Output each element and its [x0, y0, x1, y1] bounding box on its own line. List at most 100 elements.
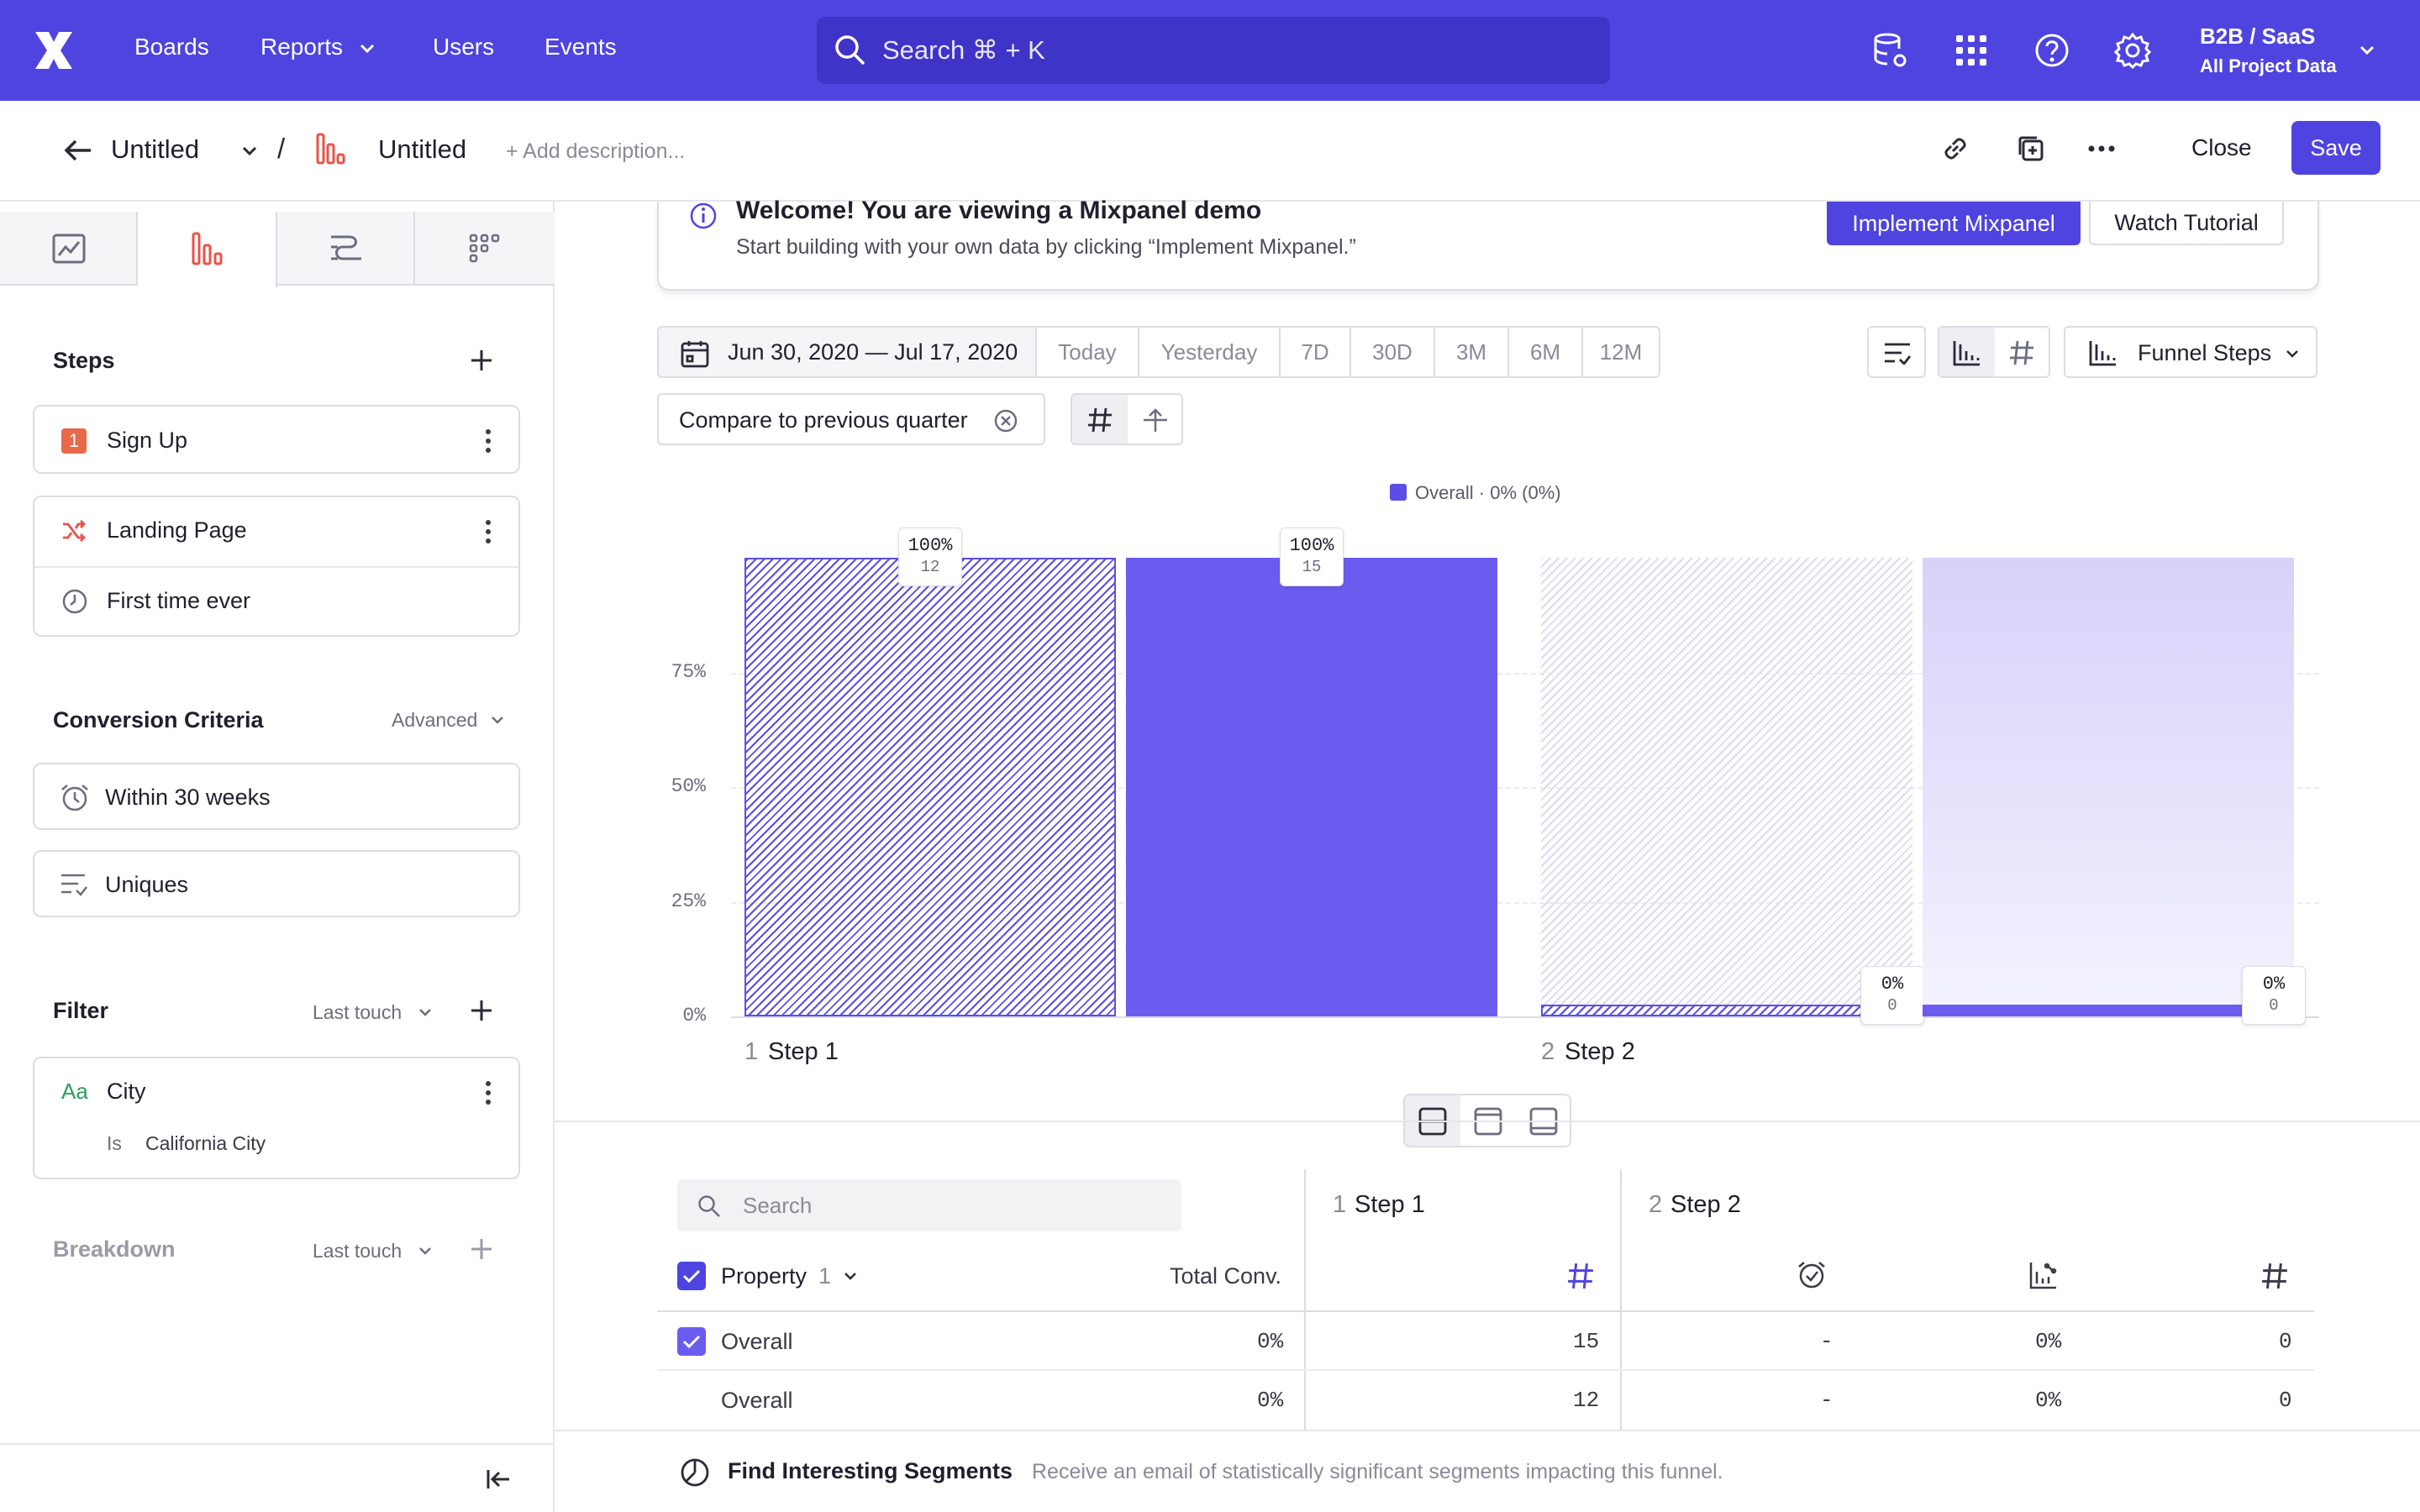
- date-preset-6m[interactable]: 6M: [1507, 326, 1583, 378]
- hash-icon[interactable]: [2260, 1262, 2289, 1290]
- funnel-bar[interactable]: [744, 558, 1116, 1016]
- split-button[interactable]: [1128, 395, 1181, 444]
- add-filter-icon[interactable]: [469, 998, 494, 1023]
- funnel-bar[interactable]: [1541, 1005, 1912, 1016]
- nav-events[interactable]: Events: [544, 34, 617, 60]
- step2-header[interactable]: Step 2: [1670, 1191, 1741, 1218]
- sort-button[interactable]: [1867, 326, 1926, 378]
- step-filter-label[interactable]: First time ever: [107, 588, 251, 613]
- database-settings-icon[interactable]: [1872, 32, 1909, 71]
- conversion-criteria-title: Conversion Criteria: [53, 707, 264, 732]
- collapse-sidebar-icon[interactable]: [486, 1468, 511, 1490]
- row-step1-count: 12: [1573, 1388, 1600, 1413]
- kebab-menu-icon[interactable]: [485, 519, 492, 544]
- add-step-icon[interactable]: [469, 348, 494, 373]
- x-category-label[interactable]: Step 1: [768, 1038, 839, 1065]
- count-view-button[interactable]: [1995, 328, 2049, 376]
- chevron-down-icon[interactable]: [2360, 45, 2375, 55]
- advanced-toggle[interactable]: Advanced: [392, 709, 478, 731]
- conversion-time-icon[interactable]: [1797, 1260, 1827, 1290]
- flows-icon: [331, 235, 361, 260]
- back-arrow-icon[interactable]: [64, 138, 92, 163]
- x-category-label[interactable]: Step 2: [1565, 1038, 1635, 1065]
- step-card-sign-up[interactable]: 1 Sign Up: [33, 405, 520, 474]
- apps-grid-icon[interactable]: [1954, 34, 1988, 67]
- link-icon[interactable]: [1939, 133, 1971, 165]
- gear-icon[interactable]: [2114, 32, 2151, 69]
- board-title[interactable]: Untitled: [111, 134, 200, 164]
- compare-chip[interactable]: Compare to previous quarter: [657, 393, 1045, 445]
- conversion-window-card[interactable]: Within 30 weeks: [33, 763, 520, 830]
- add-description-input[interactable]: + Add description...: [506, 139, 686, 163]
- filter-operator[interactable]: Is: [107, 1132, 122, 1154]
- tab-funnels[interactable]: [138, 212, 277, 287]
- help-icon[interactable]: [2033, 32, 2070, 69]
- value-toggle: [1938, 326, 2050, 378]
- tab-retention[interactable]: [415, 212, 555, 286]
- nav-boards[interactable]: Boards: [134, 34, 209, 60]
- funnel-bar-dropoff[interactable]: [1923, 558, 2294, 1016]
- filter-attribution[interactable]: Last touch: [313, 1001, 402, 1023]
- segments-title[interactable]: Find Interesting Segments: [728, 1458, 1013, 1483]
- top-navigation: Boards Reports Users Events Search ⌘ + K…: [0, 0, 2420, 101]
- counting-method-card[interactable]: Uniques: [33, 850, 520, 917]
- kebab-menu-icon[interactable]: [485, 1080, 492, 1105]
- filter-card-city[interactable]: Aa City Is California City: [33, 1057, 520, 1179]
- date-preset-12m[interactable]: 12M: [1581, 326, 1660, 378]
- row-total-conv: 0%: [1257, 1388, 1284, 1413]
- row-checkbox[interactable]: [677, 1327, 706, 1356]
- select-all-checkbox[interactable]: [677, 1262, 706, 1290]
- report-title[interactable]: Untitled: [378, 134, 467, 164]
- bar-value-label: 0% 0: [1860, 966, 1924, 1025]
- remove-compare-icon[interactable]: [993, 408, 1018, 433]
- funnel-bar[interactable]: [1923, 1005, 2294, 1016]
- close-button[interactable]: Close: [2191, 134, 2252, 160]
- funnel-bar-dropoff[interactable]: [1541, 558, 1912, 1016]
- search-input[interactable]: Search ⌘ + K: [817, 17, 1610, 84]
- step-label: Landing Page: [107, 517, 247, 543]
- report-type-tabs: [0, 212, 555, 286]
- chevron-down-icon[interactable]: [844, 1272, 857, 1280]
- step-card-landing-page[interactable]: Landing Page First time ever: [33, 496, 520, 637]
- kebab-menu-icon[interactable]: [485, 428, 492, 454]
- date-preset-7d[interactable]: 7D: [1279, 326, 1351, 378]
- filter-value[interactable]: California City: [145, 1132, 266, 1154]
- step1-header[interactable]: Step 1: [1355, 1191, 1425, 1218]
- chevron-down-icon[interactable]: [418, 1008, 432, 1016]
- add-breakdown-icon[interactable]: [469, 1236, 494, 1262]
- breakdown-attribution[interactable]: Last touch: [313, 1240, 402, 1262]
- total-conv-header[interactable]: Total Conv.: [1170, 1263, 1282, 1289]
- shuffle-icon: [63, 520, 86, 542]
- bar-value-label: 0% 0: [2242, 966, 2306, 1025]
- hash-button[interactable]: [1072, 395, 1128, 444]
- chevron-down-icon[interactable]: [242, 146, 257, 156]
- funnel-bar[interactable]: [1126, 558, 1497, 1016]
- legend-label[interactable]: Overall · 0% (0%): [1415, 482, 1561, 503]
- calendar-icon: [681, 341, 709, 368]
- conversion-rate-icon[interactable]: [2028, 1260, 2059, 1290]
- tab-flows[interactable]: [277, 212, 415, 286]
- mixpanel-logo-icon[interactable]: [32, 30, 76, 71]
- project-name[interactable]: B2B / SaaS: [2200, 24, 2316, 49]
- duplicate-icon[interactable]: [2015, 133, 2047, 165]
- chevron-down-icon[interactable]: [491, 716, 504, 724]
- tab-insights[interactable]: [0, 212, 138, 286]
- hash-icon[interactable]: [1566, 1262, 1595, 1290]
- percent-view-button[interactable]: [1939, 328, 1995, 376]
- date-preset-yesterday[interactable]: Yesterday: [1138, 326, 1281, 378]
- date-preset-30d[interactable]: 30D: [1349, 326, 1435, 378]
- property-header[interactable]: Property: [721, 1263, 808, 1289]
- nav-reports[interactable]: Reports: [260, 34, 344, 60]
- watch-tutorial-button[interactable]: Watch Tutorial: [2089, 202, 2284, 245]
- table-search-input[interactable]: Search: [677, 1179, 1181, 1231]
- save-button[interactable]: Save: [2291, 121, 2381, 175]
- date-preset-today[interactable]: Today: [1035, 326, 1139, 378]
- nav-users[interactable]: Users: [433, 34, 495, 60]
- chevron-down-icon[interactable]: [418, 1247, 432, 1255]
- date-preset-3m[interactable]: 3M: [1434, 326, 1509, 378]
- chart-type-select[interactable]: Funnel Steps: [2064, 326, 2317, 378]
- row-step2-rate: 0%: [2035, 1329, 2062, 1354]
- date-range-picker[interactable]: Jun 30, 2020 — Jul 17, 2020: [657, 326, 1037, 378]
- more-options-icon[interactable]: [2087, 144, 2116, 153]
- implement-mixpanel-button[interactable]: Implement Mixpanel: [1827, 202, 2081, 245]
